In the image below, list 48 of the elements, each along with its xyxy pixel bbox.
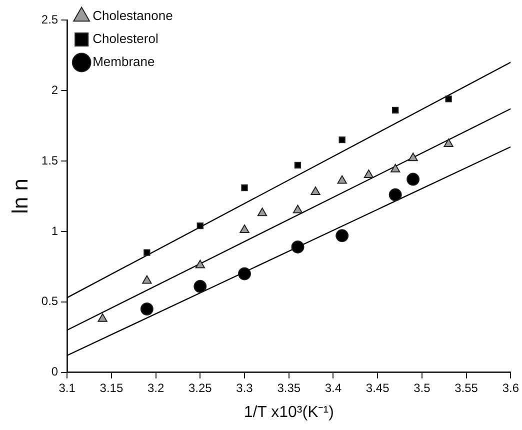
point: [291, 240, 304, 254]
y-tick-label: 1: [51, 224, 58, 238]
y-tick-label: 2: [51, 82, 58, 97]
point: [194, 280, 207, 293]
point: [142, 275, 152, 284]
point: [257, 208, 268, 216]
point: [144, 249, 150, 256]
x-tick-label: 3.1: [58, 380, 76, 395]
x-axis-title: 1/T x10³(K⁻¹): [244, 404, 334, 421]
point: [336, 229, 349, 242]
x-tick-label: 3.25: [188, 380, 212, 395]
y-tick-label: 0.5: [41, 294, 58, 308]
y-axis-title: ln n: [7, 178, 32, 214]
legend-label: Membrane: [92, 54, 155, 70]
x-tick-label: 3.45: [366, 380, 390, 395]
point: [140, 302, 154, 316]
y-tick-label: 2.5: [41, 12, 58, 26]
legend-label: Cholestanone: [92, 8, 173, 24]
x-tick-label: 3.15: [100, 380, 124, 395]
x-tick-label: 3.6: [502, 380, 520, 395]
point: [445, 96, 452, 102]
x-tick-label: 3.3: [236, 380, 254, 395]
point: [292, 204, 303, 214]
point: [392, 106, 399, 114]
point: [406, 172, 420, 186]
point: [310, 186, 320, 195]
x-tick-label: 3.5: [414, 380, 431, 395]
point: [337, 175, 347, 184]
point: [238, 267, 252, 280]
point: [444, 138, 454, 148]
point: [196, 222, 204, 230]
point: [338, 136, 346, 144]
point: [390, 164, 400, 172]
y-tick-label: 0: [51, 364, 58, 379]
x-tick-label: 3.55: [454, 380, 478, 395]
point: [98, 313, 108, 322]
point: [388, 188, 402, 202]
point: [241, 184, 248, 192]
point: [240, 224, 250, 234]
y-tick-label: 1.5: [41, 153, 58, 168]
x-tick-label: 3.2: [147, 380, 164, 395]
point: [364, 170, 374, 178]
x-tick-label: 3.35: [277, 380, 301, 395]
point: [408, 152, 418, 162]
point: [195, 260, 205, 268]
x-tick-label: 3.4: [324, 380, 342, 395]
legend-label: Cholesterol: [92, 31, 158, 46]
point: [294, 162, 302, 169]
